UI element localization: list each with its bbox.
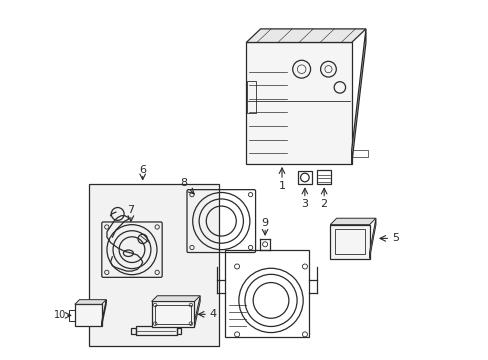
- Bar: [69, 310, 75, 321]
- Polygon shape: [194, 296, 200, 327]
- Text: 4: 4: [209, 309, 216, 319]
- Bar: [334, 229, 365, 254]
- Bar: [308, 150, 327, 157]
- Bar: [75, 304, 102, 327]
- Bar: [246, 42, 351, 164]
- Polygon shape: [351, 29, 365, 164]
- Bar: [288, 150, 307, 157]
- Bar: [328, 150, 347, 157]
- Bar: [288, 140, 342, 147]
- Text: 2: 2: [320, 199, 327, 209]
- Text: 8: 8: [180, 177, 187, 188]
- Text: 1: 1: [278, 181, 285, 191]
- Polygon shape: [151, 296, 200, 301]
- Bar: [246, 81, 255, 113]
- Bar: [155, 305, 190, 324]
- Bar: [135, 327, 176, 336]
- Polygon shape: [102, 300, 106, 327]
- Polygon shape: [246, 29, 365, 42]
- Text: 3: 3: [301, 199, 308, 209]
- Text: 5: 5: [391, 233, 398, 243]
- Text: 7: 7: [127, 204, 134, 215]
- Bar: [298, 171, 311, 184]
- Text: 10: 10: [54, 310, 66, 320]
- Bar: [348, 150, 367, 157]
- Polygon shape: [329, 218, 375, 225]
- Polygon shape: [369, 218, 375, 258]
- Bar: [131, 328, 135, 334]
- Bar: [224, 249, 308, 337]
- Bar: [329, 225, 369, 258]
- Bar: [288, 89, 339, 96]
- Bar: [176, 328, 181, 334]
- Polygon shape: [75, 300, 106, 304]
- Bar: [317, 170, 330, 184]
- Text: 6: 6: [139, 165, 146, 175]
- Text: 9: 9: [261, 218, 268, 228]
- Bar: [89, 184, 219, 346]
- Bar: [151, 301, 194, 327]
